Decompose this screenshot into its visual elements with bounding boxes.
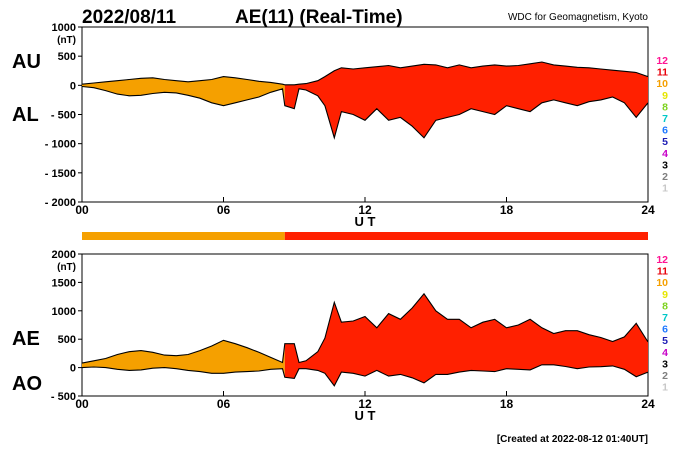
x-tick-label: 18 bbox=[500, 397, 514, 411]
upper-index-label: AU bbox=[12, 51, 41, 73]
station-count-label: 8 bbox=[662, 101, 668, 113]
station-bar-segment bbox=[284, 232, 648, 240]
series-line-au bbox=[81, 61, 649, 86]
x-tick-label: 06 bbox=[217, 397, 231, 411]
y-tick-label: 1000 bbox=[52, 22, 76, 34]
station-count-label: 3 bbox=[662, 358, 668, 370]
lower-index-label: AL bbox=[12, 104, 39, 126]
created-timestamp: [Created at 2022-08-12 01:40UT] bbox=[497, 434, 648, 445]
station-count-label: 9 bbox=[662, 289, 668, 301]
station-count-bar bbox=[82, 232, 648, 240]
station-count-label: 8 bbox=[662, 300, 668, 312]
station-count-label: 7 bbox=[662, 113, 668, 125]
y-tick-label: - 500 bbox=[51, 110, 76, 122]
y-tick-label: 0 bbox=[70, 80, 76, 92]
station-count-label: 9 bbox=[662, 90, 668, 102]
y-tick-label: - 1000 bbox=[45, 139, 76, 151]
date-title: 2022/08/11 bbox=[82, 7, 176, 28]
station-bar-segment bbox=[82, 232, 285, 240]
station-count-label: 4 bbox=[662, 347, 668, 359]
x-tick-label: 12 bbox=[358, 397, 372, 411]
series-line-ae bbox=[81, 292, 649, 364]
chart-title: AE(11) (Real-Time) bbox=[235, 7, 403, 28]
station-count-label: 12 bbox=[656, 254, 668, 266]
station-count-label: 6 bbox=[662, 324, 668, 336]
x-axis-label: U T bbox=[355, 408, 376, 423]
station-count-label: 2 bbox=[662, 171, 668, 183]
station-count-label: 6 bbox=[662, 125, 668, 137]
source-label: WDC for Geomagnetism, Kyoto bbox=[508, 12, 648, 23]
x-tick-label: 24 bbox=[641, 203, 655, 217]
fill-band-10-stations bbox=[82, 340, 285, 378]
station-count-label: 11 bbox=[657, 67, 668, 79]
x-tick-label: 12 bbox=[358, 203, 372, 217]
y-tick-label: 500 bbox=[58, 51, 76, 63]
y-unit-label: (nT) bbox=[57, 35, 76, 46]
station-count-label: 3 bbox=[662, 159, 668, 171]
station-count-label: 12 bbox=[656, 55, 668, 67]
x-tick-label: 00 bbox=[75, 203, 89, 217]
station-count-label: 5 bbox=[662, 335, 668, 347]
x-axis-label: U T bbox=[355, 214, 376, 229]
station-count-label: 1 bbox=[662, 183, 668, 195]
fill-band-11-stations bbox=[284, 293, 648, 386]
station-count-label: 7 bbox=[662, 312, 668, 324]
lower-index-label: AO bbox=[12, 373, 42, 395]
station-count-label: 5 bbox=[662, 136, 668, 148]
y-tick-label: - 2000 bbox=[45, 197, 76, 209]
fill-band-10-stations bbox=[82, 76, 285, 106]
y-tick-label: - 1500 bbox=[45, 168, 76, 180]
station-count-label: 10 bbox=[656, 78, 668, 90]
y-tick-label: 500 bbox=[58, 334, 76, 346]
series-line-ao bbox=[81, 364, 649, 387]
station-count-label: 4 bbox=[662, 148, 668, 160]
station-count-label: 11 bbox=[657, 266, 668, 278]
x-tick-label: 24 bbox=[641, 397, 655, 411]
y-tick-label: - 500 bbox=[51, 391, 76, 403]
x-tick-label: 00 bbox=[75, 397, 89, 411]
station-count-label: 10 bbox=[656, 277, 668, 289]
au-al-panel: 1000 500 0 - 500 - 1000 - 1500 - 2000 (nT) 00 06 1… bbox=[12, 22, 655, 229]
y-tick-label: 1000 bbox=[52, 306, 76, 318]
y-tick-label: 0 bbox=[70, 363, 76, 375]
station-count-label: 1 bbox=[662, 382, 668, 394]
upper-index-label: AE bbox=[12, 328, 40, 350]
fill-band-11-stations bbox=[284, 62, 648, 138]
y-unit-label: (nT) bbox=[57, 262, 76, 273]
ae-ao-panel: 2000 1500 1000 500 0 - 500 (nT) 00 06 12 18 24 U T AE… bbox=[12, 249, 655, 423]
x-tick-label: 18 bbox=[500, 203, 514, 217]
y-tick-label: 2000 bbox=[52, 249, 76, 261]
series-line-al bbox=[81, 85, 649, 140]
x-tick-label: 06 bbox=[217, 203, 231, 217]
station-count-label: 2 bbox=[662, 370, 668, 382]
y-tick-label: 1500 bbox=[52, 277, 76, 289]
